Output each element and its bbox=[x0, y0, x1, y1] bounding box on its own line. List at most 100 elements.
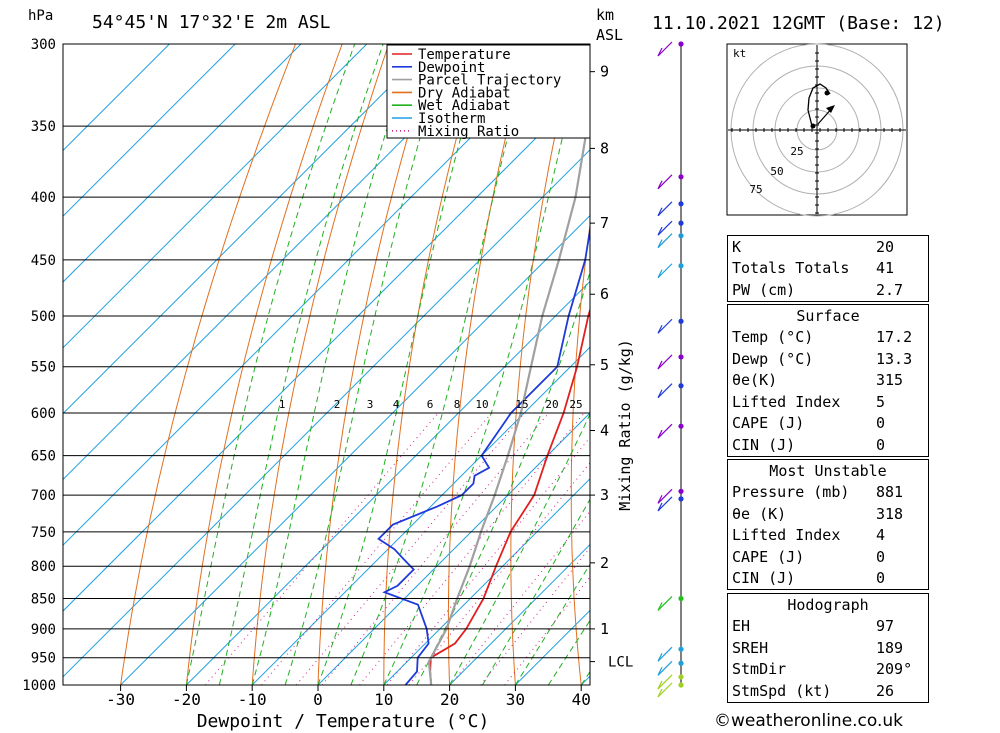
info-key: CIN (J) bbox=[732, 435, 796, 454]
legend-entry: Dewpoint bbox=[418, 60, 485, 76]
info-value: 17.2 bbox=[876, 328, 913, 347]
temperature-tick-label: 30 bbox=[506, 690, 525, 709]
isotherm-line bbox=[317, 412, 590, 685]
pressure-tick-label: 650 bbox=[31, 449, 56, 465]
hodograph-surface-dot bbox=[810, 123, 816, 129]
info-row: CIN (J) 0 bbox=[728, 434, 929, 456]
info-row: CIN (J) 0 bbox=[728, 568, 929, 590]
pressure-tick-label: 1000 bbox=[22, 678, 56, 694]
wind-level-dot bbox=[678, 595, 684, 602]
storm-motion-arrowhead bbox=[826, 105, 835, 113]
legend-entry: Temperature bbox=[418, 47, 511, 63]
wind-barb-flag bbox=[657, 389, 663, 398]
hodograph-ring-label: 75 bbox=[749, 183, 762, 196]
pressure-tick-label: 600 bbox=[31, 406, 56, 422]
wind-barb-flag bbox=[657, 360, 663, 370]
wind-barb bbox=[657, 233, 673, 249]
info-row: CAPE (J) 0 bbox=[728, 413, 929, 435]
wind-level-dot bbox=[678, 201, 684, 207]
info-section-title: Hodograph bbox=[787, 595, 869, 614]
wind-level-dot bbox=[678, 174, 684, 180]
info-row: Pressure (mb) 881 bbox=[728, 482, 929, 504]
wind-barb-flag bbox=[657, 652, 663, 662]
info-key: SREH bbox=[732, 638, 769, 657]
mixing-ratio-label: 2 bbox=[334, 398, 341, 411]
wind-level-dot bbox=[678, 682, 684, 688]
wind-barb bbox=[657, 496, 673, 512]
dry-adiabat-line bbox=[947, 44, 1000, 685]
indices-table: K 20 Totals Totals 41 PW (cm) 2.7 bbox=[727, 235, 929, 302]
isotherm-line bbox=[63, 83, 590, 612]
info-key: K bbox=[732, 237, 742, 256]
most-unstable-table: Most Unstable Pressure (mb) 881 θe (K) 318 Li… bbox=[727, 459, 929, 590]
wind-barb-flag bbox=[657, 602, 663, 611]
info-key: θe(K) bbox=[732, 371, 778, 390]
temperature-tick-label: 40 bbox=[572, 690, 591, 709]
x-axis-title: Dewpoint / Temperature (°C) bbox=[197, 711, 490, 732]
info-key: CAPE (J) bbox=[732, 414, 805, 433]
wind-level-dot bbox=[678, 674, 684, 680]
hodograph-trace bbox=[807, 83, 831, 127]
info-key: Temp (°C) bbox=[732, 328, 814, 347]
pressure-tick-label: 800 bbox=[31, 559, 56, 575]
legend-entry: Mixing Ratio bbox=[418, 124, 519, 140]
info-key: θe (K) bbox=[732, 504, 787, 523]
info-row: Dewp (°C) 13.3 bbox=[728, 348, 929, 370]
hodograph-storm-dot bbox=[824, 90, 830, 96]
info-key: Lifted Index bbox=[732, 392, 841, 411]
wind-barb bbox=[657, 383, 673, 399]
wind-barb bbox=[657, 174, 673, 190]
height-tick-label: 6 bbox=[600, 285, 609, 303]
mixing-ratio-label: 15 bbox=[515, 398, 528, 411]
wind-barb-flag bbox=[657, 666, 663, 676]
wind-barb-flag bbox=[657, 207, 663, 217]
info-key: Pressure (mb) bbox=[732, 483, 850, 502]
mixing-ratio-axis-title: Mixing Ratio (g/kg) bbox=[616, 339, 634, 511]
mixing-ratio-label: 8 bbox=[454, 398, 461, 411]
wind-barb-flag bbox=[657, 495, 663, 504]
wind-barb-flag bbox=[657, 226, 663, 236]
info-row: θe(K) 315 bbox=[728, 370, 929, 392]
info-key: Totals Totals bbox=[732, 259, 850, 278]
info-row: θe (K) 318 bbox=[728, 503, 929, 525]
height-tick-label: 1 bbox=[600, 620, 609, 638]
height-unit-asl-label: ASL bbox=[596, 26, 623, 44]
pressure-tick-label: 400 bbox=[31, 190, 56, 206]
info-value: 97 bbox=[876, 617, 895, 636]
dry-adiabat-line bbox=[251, 44, 390, 685]
info-value: 0 bbox=[876, 414, 886, 433]
isotherm-line bbox=[63, 149, 590, 678]
info-key: Lifted Index bbox=[732, 526, 841, 545]
legend-entry: Wet Adiabat bbox=[418, 98, 511, 114]
pressure-tick-label: 450 bbox=[31, 253, 56, 269]
info-row: PW (cm) 2.7 bbox=[728, 279, 929, 301]
info-value: 0 bbox=[876, 435, 886, 454]
wind-barb bbox=[657, 318, 673, 334]
info-row: Temp (°C) 17.2 bbox=[728, 327, 929, 349]
wind-level-dot bbox=[678, 383, 684, 389]
info-value: 26 bbox=[876, 681, 895, 700]
info-value: 13.3 bbox=[876, 349, 913, 368]
dry-adiabat-line bbox=[120, 44, 296, 685]
height-tick-label: 5 bbox=[600, 356, 609, 374]
height-unit-label: km bbox=[596, 6, 614, 24]
wind-barb bbox=[657, 660, 673, 676]
mixing-ratio-label: 10 bbox=[475, 398, 488, 411]
info-key: StmDir bbox=[732, 660, 787, 679]
wind-barb-flag bbox=[657, 680, 663, 690]
hodograph-unit: kt bbox=[733, 47, 746, 60]
pressure-tick-label: 700 bbox=[31, 488, 56, 504]
legend-entry: Parcel Trajectory bbox=[418, 73, 561, 89]
isotherm-line bbox=[63, 44, 433, 415]
hodograph-table: Hodograph EH 97 SREH 189 StmDir 209° StmSpd (kt… bbox=[727, 593, 929, 703]
wind-barb bbox=[657, 682, 673, 698]
info-value: 4 bbox=[876, 526, 886, 545]
info-value: 209° bbox=[876, 660, 913, 679]
height-tick-label: 3 bbox=[600, 486, 609, 504]
isotherm-line bbox=[63, 44, 499, 481]
mixing-ratio-label: 3 bbox=[367, 398, 374, 411]
info-value: 20 bbox=[876, 237, 895, 256]
mixing-ratio-label: 4 bbox=[393, 398, 400, 411]
wind-barb bbox=[657, 423, 673, 439]
location-label: 54°45'N 17°32'E 2m ASL bbox=[92, 12, 331, 33]
